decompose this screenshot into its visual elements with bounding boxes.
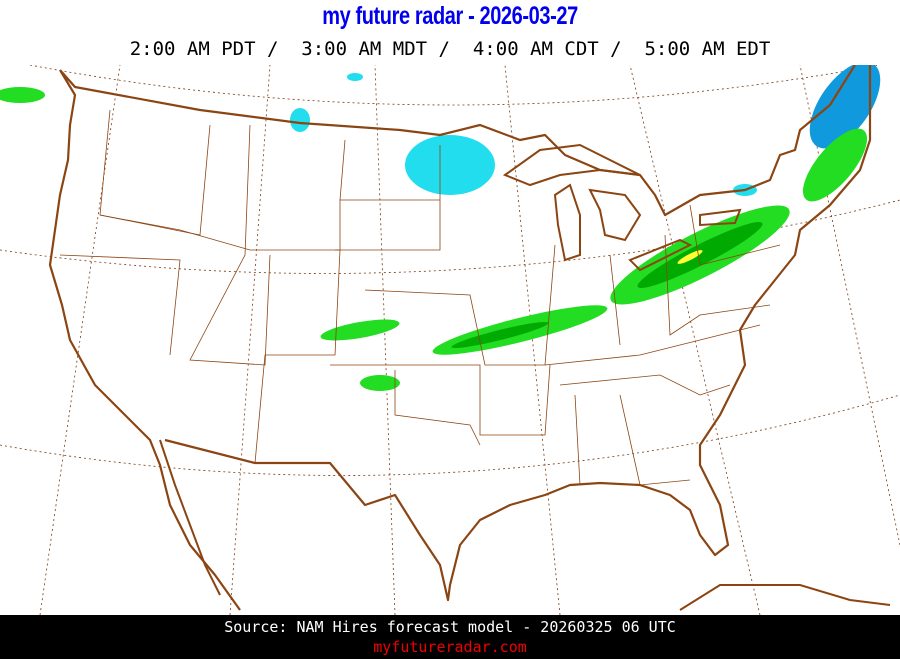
page-title: my future radar - 2026-03-27 bbox=[322, 2, 578, 30]
rain-area bbox=[0, 87, 45, 103]
state-line bbox=[99, 109, 211, 236]
valid-times: 2:00 AM PDT / 3:00 AM MDT / 4:00 AM CDT … bbox=[129, 38, 771, 60]
state-line bbox=[544, 324, 761, 366]
boundaries bbox=[59, 109, 781, 486]
longitude-line bbox=[799, 65, 900, 546]
site-link[interactable]: myfutureradar.com bbox=[373, 638, 527, 656]
state-line bbox=[99, 199, 440, 251]
snow-area bbox=[809, 65, 881, 149]
precipitation bbox=[0, 65, 881, 391]
state-line bbox=[609, 234, 771, 346]
state-line bbox=[689, 204, 781, 266]
radar-map bbox=[0, 65, 900, 615]
great-lakes bbox=[502, 143, 742, 272]
state-line bbox=[559, 374, 731, 396]
heavy-rain-area bbox=[677, 250, 703, 264]
longitude-line bbox=[504, 65, 561, 615]
lake-michigan bbox=[553, 183, 581, 262]
latitude-line bbox=[0, 199, 900, 274]
rain-area bbox=[320, 319, 400, 341]
longitude-line bbox=[39, 65, 121, 615]
latitude-line bbox=[0, 394, 900, 476]
snow-area bbox=[290, 108, 310, 132]
rain-area bbox=[360, 375, 400, 391]
lake-huron bbox=[588, 188, 642, 242]
longitude-line bbox=[229, 65, 271, 615]
state-line bbox=[335, 139, 441, 251]
mexico-coastline bbox=[159, 439, 891, 611]
state-line bbox=[364, 244, 556, 366]
latitude-line bbox=[29, 65, 881, 106]
state-line bbox=[574, 394, 691, 486]
snow-area bbox=[405, 135, 495, 195]
footer: Source: NAM Hires forecast model - 20260… bbox=[0, 615, 900, 659]
source-text: Source: NAM Hires forecast model - 20260… bbox=[224, 618, 676, 636]
rain-area bbox=[802, 128, 868, 202]
longitude-line bbox=[629, 65, 761, 615]
lake-ontario bbox=[699, 208, 742, 227]
snow-area bbox=[347, 73, 363, 81]
state-line bbox=[394, 370, 481, 446]
rain-area bbox=[637, 221, 763, 289]
state-line bbox=[189, 124, 271, 366]
state-line bbox=[254, 249, 341, 464]
rain-area bbox=[451, 321, 549, 349]
lake-superior bbox=[502, 143, 641, 187]
graticule bbox=[0, 65, 900, 615]
lake-erie bbox=[628, 238, 693, 272]
longitude-line bbox=[374, 65, 396, 615]
state-line bbox=[330, 364, 551, 436]
state-line bbox=[59, 254, 181, 356]
